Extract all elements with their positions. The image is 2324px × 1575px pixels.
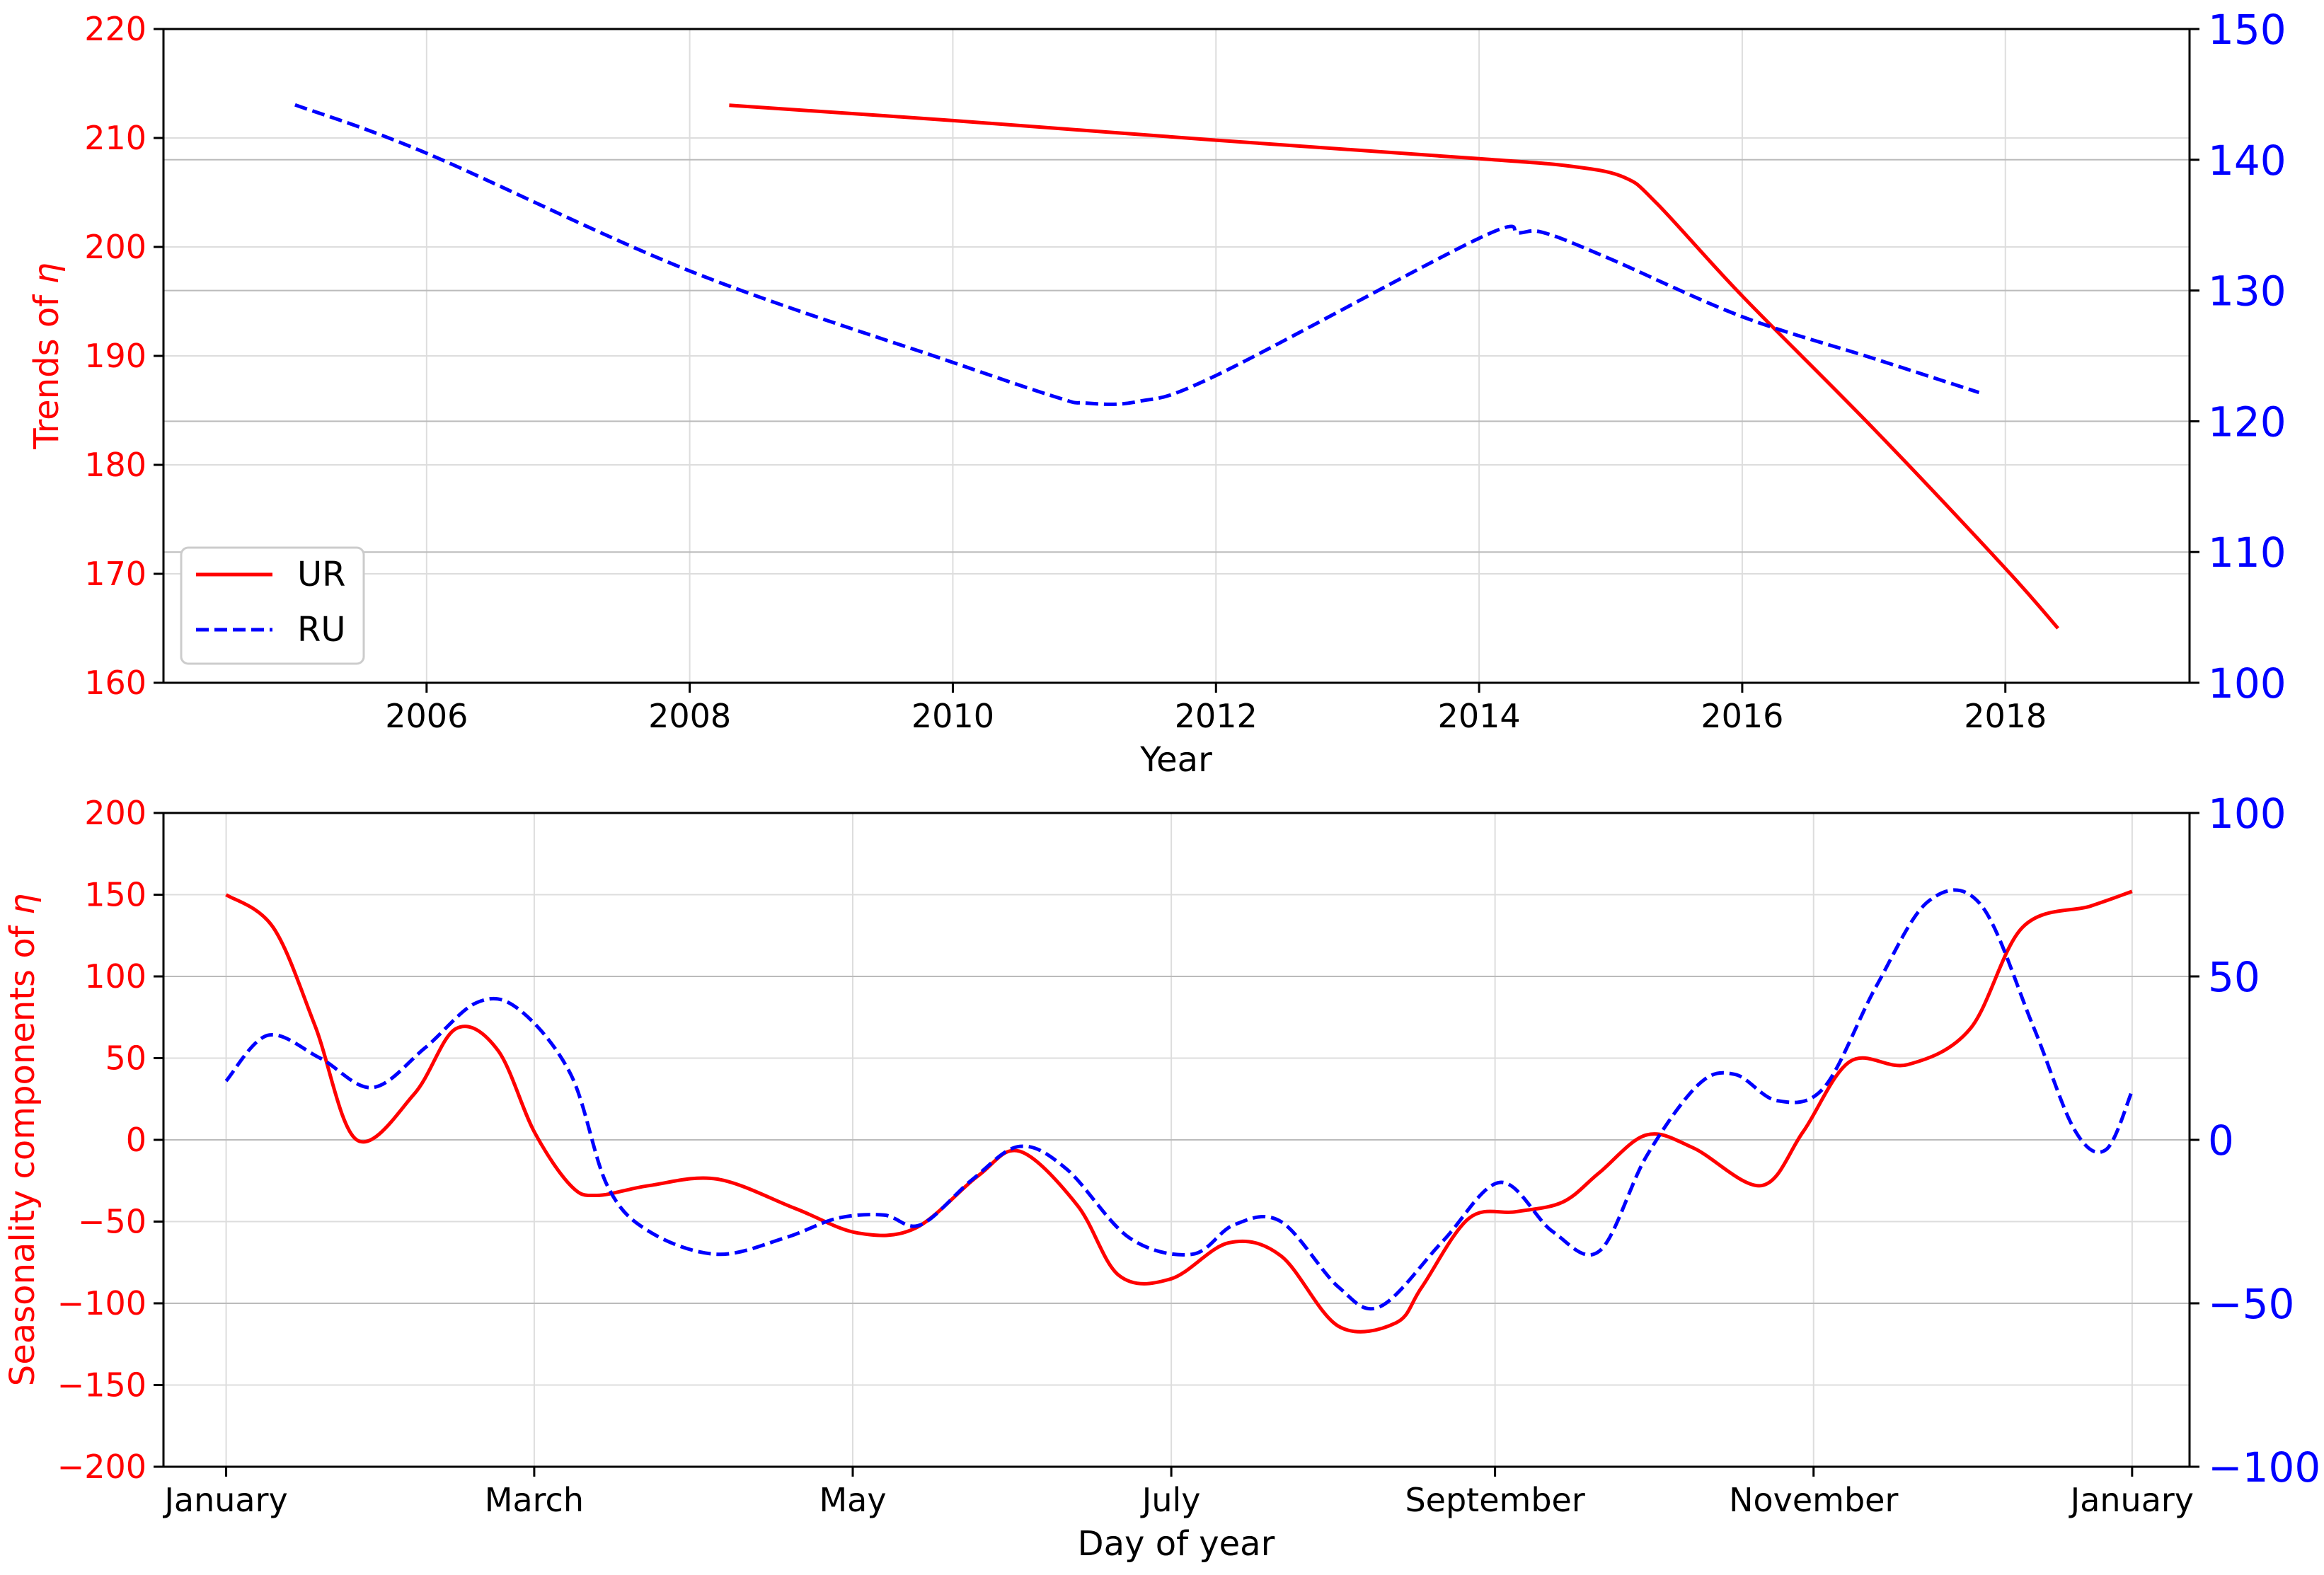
- legend: UR RU: [180, 546, 365, 665]
- seasonality-y-left-tick-label: −100: [57, 1284, 146, 1322]
- seasonality-y-left-tick-label: 50: [105, 1039, 146, 1078]
- trend-y-left-tick-label: 190: [84, 337, 146, 375]
- trend-y-right-tick-label: 110: [2208, 529, 2286, 577]
- seasonality-ticks: January March May July September November Janu…: [57, 790, 2321, 1519]
- legend-ur-label: UR: [297, 555, 345, 594]
- legend-ru-label: RU: [297, 610, 345, 650]
- seasonality-x-tick-label: March: [485, 1481, 584, 1519]
- trend-panel: 2006 2008 2010 2012 2014 2016 2018 160 170 180 190…: [27, 6, 2286, 780]
- seasonality-y-right-tick-label: 50: [2208, 953, 2260, 1001]
- seasonality-y-left-tick-label: −50: [78, 1203, 146, 1241]
- trend-y-right-tick-label: 120: [2208, 398, 2286, 446]
- trend-grid: [163, 28, 2190, 683]
- seasonality-x-tick-label: January: [162, 1481, 287, 1519]
- trend-y-right-tick-label: 150: [2208, 6, 2286, 54]
- seasonality-y-axis-label: Seasonality components of η: [3, 894, 42, 1387]
- trend-y-axis-label-text: Trends of: [27, 284, 67, 450]
- trend-x-tick-label: 2018: [1964, 697, 2047, 735]
- seasonality-x-axis-label: Day of year: [1078, 1524, 1275, 1564]
- seasonality-x-tick-label: January: [2069, 1481, 2194, 1519]
- trend-y-right-tick-label: 130: [2208, 267, 2286, 316]
- trend-x-tick-label: 2010: [911, 697, 994, 735]
- trend-y-left-tick-label: 210: [84, 119, 146, 157]
- seasonality-y-left-tick-label: −200: [57, 1448, 146, 1486]
- trend-series-ru-line: [294, 103, 1980, 406]
- trend-x-tick-label: 2014: [1438, 697, 1521, 735]
- seasonality-y-left-tick-label: 150: [84, 876, 146, 914]
- seasonality-panel: January March May July September November Janu…: [3, 790, 2320, 1564]
- seasonality-x-tick-label: November: [1729, 1481, 1898, 1519]
- legend-box: [180, 546, 365, 665]
- trend-y-right-tick-label: 140: [2208, 137, 2286, 185]
- seasonality-y-axis-label-text: Seasonality components of: [3, 915, 42, 1386]
- trend-series: [294, 103, 2059, 630]
- seasonality-y-left-tick-label: −150: [57, 1366, 146, 1404]
- trend-x-tick-label: 2006: [385, 697, 468, 735]
- trend-x-tick-label: 2012: [1175, 697, 1258, 735]
- seasonality-y-right-tick-label: −100: [2208, 1443, 2320, 1492]
- seasonality-y-left-tick-label: 100: [84, 957, 146, 996]
- seasonality-y-right-tick-label: 100: [2208, 790, 2286, 838]
- seasonality-series-ru-line: [224, 888, 2134, 1311]
- seasonality-grid: [163, 812, 2190, 1467]
- trend-y-left-tick-label: 170: [84, 555, 146, 593]
- seasonality-x-tick-label: July: [1140, 1481, 1201, 1519]
- trend-y-axis-label-eta: η: [27, 262, 67, 284]
- trend-y-left-tick-label: 160: [84, 664, 146, 702]
- seasonality-x-tick-label: May: [819, 1481, 886, 1519]
- seasonality-series: [224, 888, 2134, 1334]
- trend-y-left-tick-label: 180: [84, 446, 146, 484]
- trend-x-tick-label: 2008: [648, 697, 731, 735]
- seasonality-y-right-tick-label: 0: [2208, 1117, 2234, 1165]
- trend-y-left-tick-label: 200: [84, 228, 146, 266]
- seasonality-y-axis-label-eta: η: [3, 894, 42, 915]
- seasonality-x-tick-label: September: [1405, 1481, 1584, 1519]
- trend-series-ur-line: [729, 103, 2059, 630]
- seasonality-y-right-tick-label: −50: [2208, 1280, 2294, 1328]
- seasonality-y-left-tick-label: 200: [84, 794, 146, 832]
- seasonality-series-ur-line: [225, 889, 2133, 1334]
- trend-y-right-tick-label: 100: [2208, 659, 2286, 708]
- trend-x-tick-label: 2016: [1701, 697, 1783, 735]
- trend-y-left-tick-label: 220: [84, 10, 146, 48]
- trend-ticks: 2006 2008 2010 2012 2014 2016 2018 160 170 180 190…: [84, 6, 2286, 735]
- seasonality-y-left-tick-label: 0: [126, 1121, 146, 1159]
- trend-x-axis-label: Year: [1139, 740, 1212, 780]
- trend-y-axis-label: Trends of η: [27, 262, 67, 450]
